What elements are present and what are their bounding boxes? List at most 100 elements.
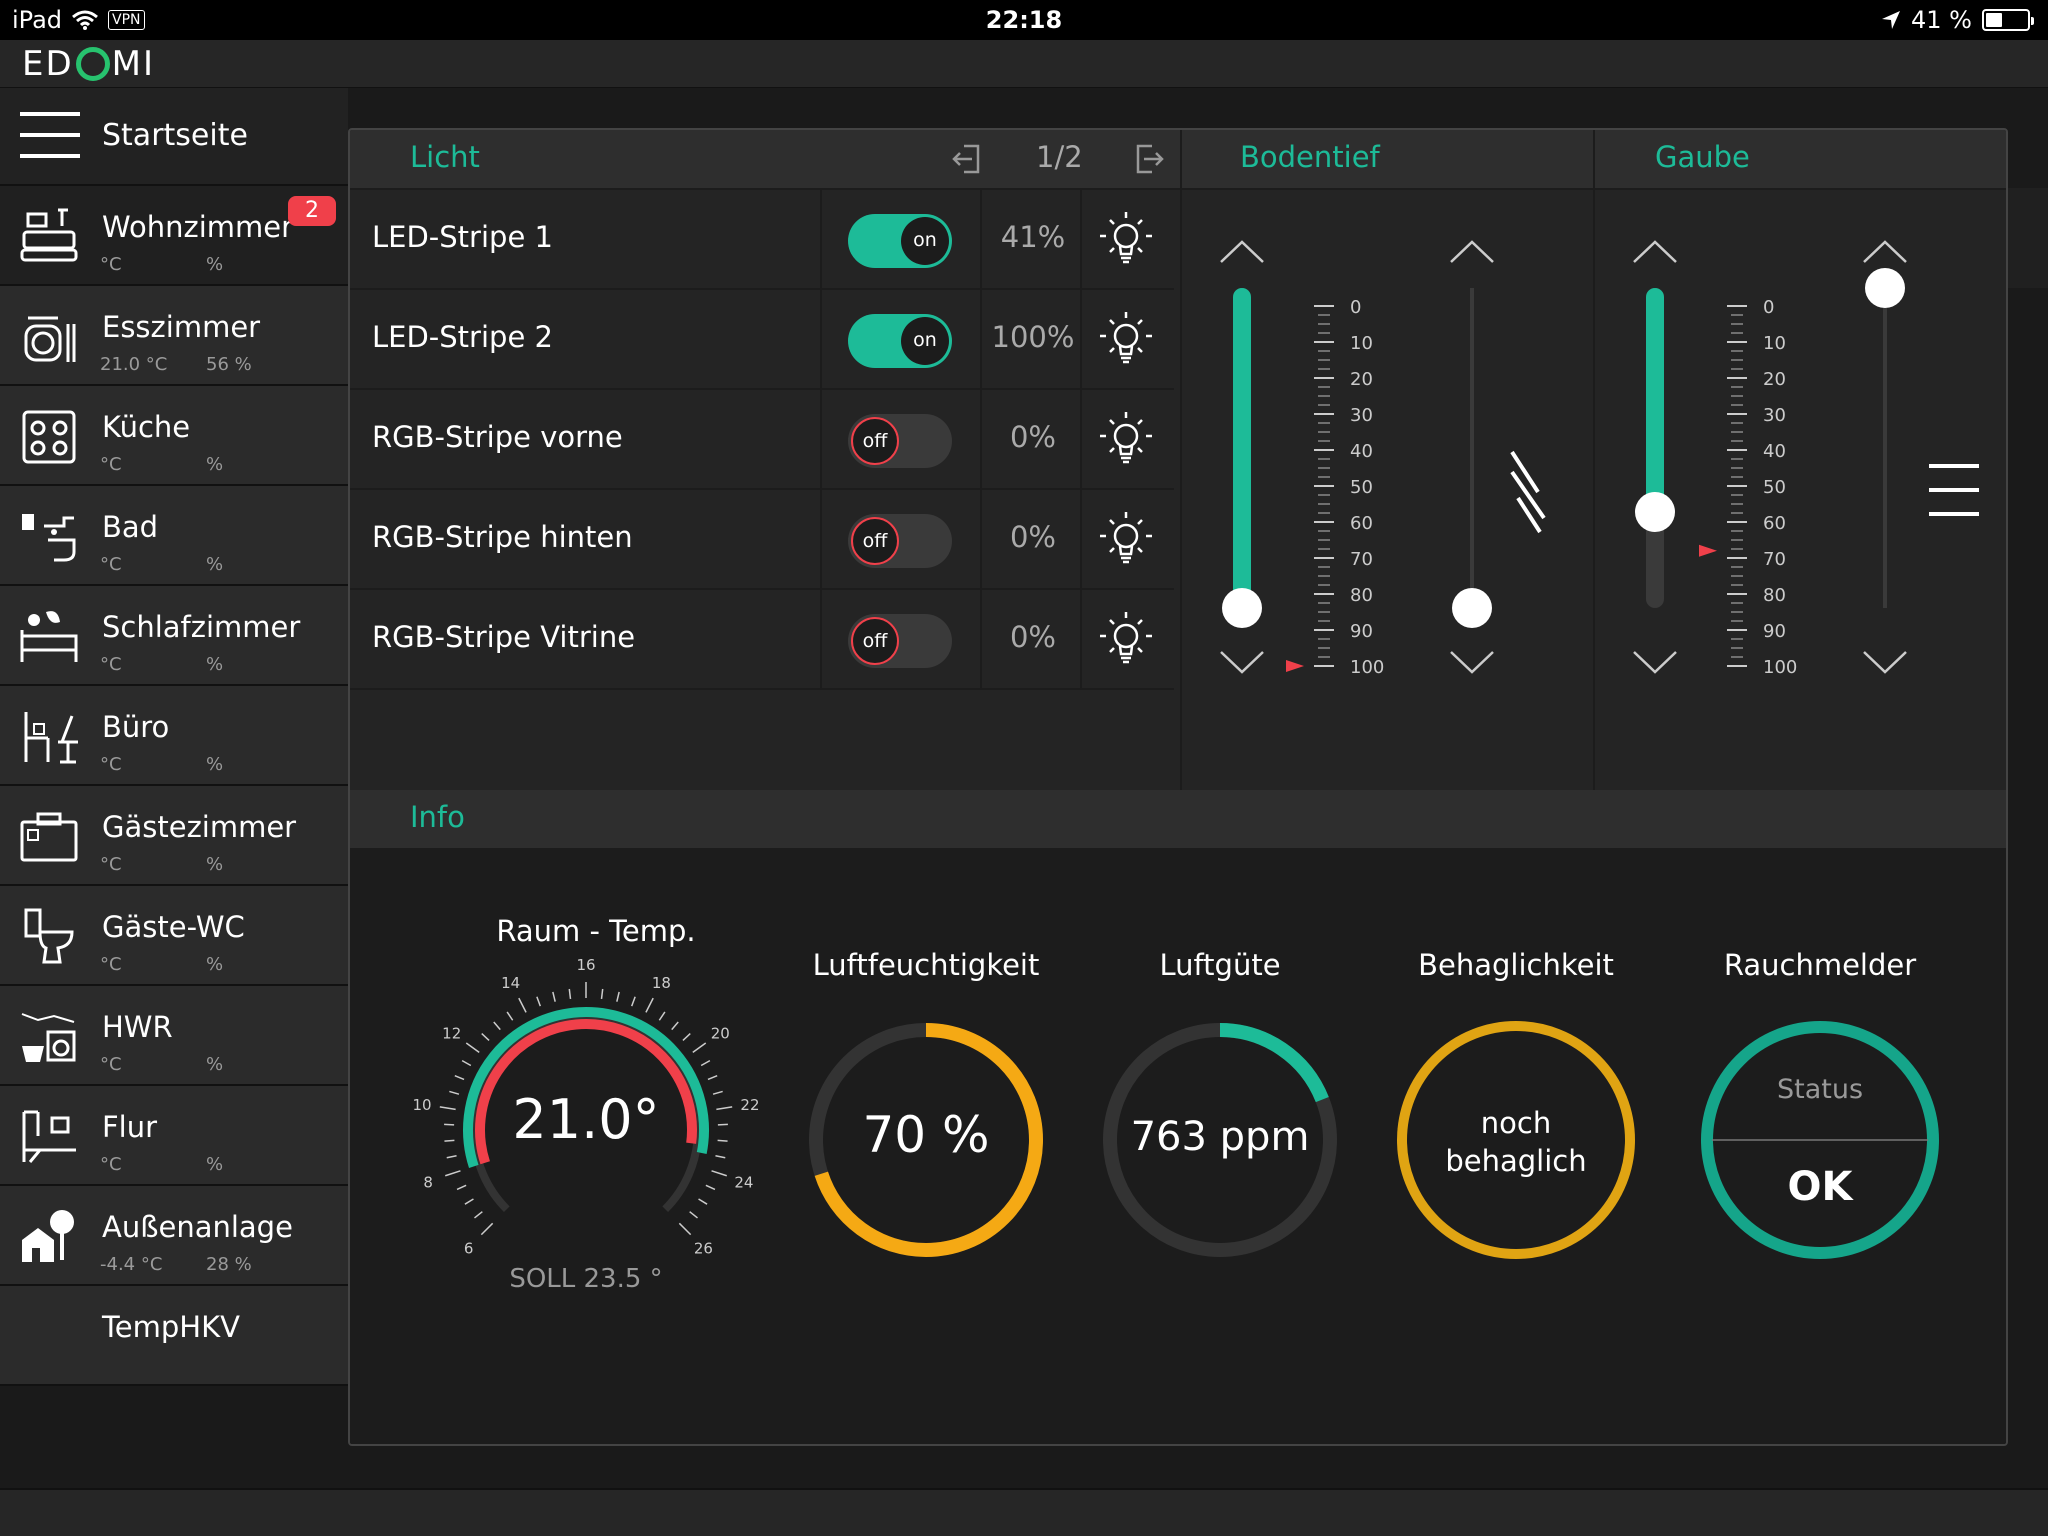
sidebar-item-label: Küche bbox=[102, 410, 191, 444]
rauchmelder-status-label: Status bbox=[1776, 1074, 1864, 1105]
temperature-gauge: 6 8 10 12 14 16 18 20 22 24 26 bbox=[412, 956, 759, 1257]
chevron-up-icon[interactable] bbox=[1220, 240, 1264, 263]
sidebar-item-label: HWR bbox=[102, 1010, 173, 1044]
slat-handle[interactable] bbox=[1452, 588, 1492, 628]
bed-icon bbox=[20, 611, 78, 662]
sidebar-item-bad[interactable]: Bad °C% bbox=[0, 486, 348, 586]
toggle-state: off bbox=[851, 517, 899, 565]
sidebar-item-büro[interactable]: Büro °C% bbox=[0, 686, 348, 786]
raumtemp-title: Raum - Temp. bbox=[496, 914, 696, 948]
slat-handle[interactable] bbox=[1865, 268, 1905, 308]
sidebar: Startseite Wohnzimmer °C% 2 Esszimmer 21.0 °… bbox=[0, 88, 348, 1488]
position-fill bbox=[1233, 288, 1251, 608]
light-row: RGB-Stripe hinten off 0% bbox=[350, 490, 1174, 590]
room-temperature: °C bbox=[100, 654, 122, 675]
sidebar-item-schlafzimmer[interactable]: Schlafzimmer °C% bbox=[0, 586, 348, 686]
light-level: 41% bbox=[1000, 220, 1066, 254]
gauge-tick-label: 16 bbox=[576, 956, 595, 974]
chevron-down-icon[interactable] bbox=[1450, 651, 1494, 674]
sidebar-title: Startseite bbox=[102, 118, 248, 153]
gauge-tick-label: 6 bbox=[464, 1239, 474, 1257]
sidebar-item-gäste-wc[interactable]: Gäste-WC °C% bbox=[0, 886, 348, 986]
sidebar-item-label: Bad bbox=[102, 510, 159, 544]
device-name: iPad bbox=[12, 6, 63, 34]
room-temperature: °C bbox=[100, 554, 122, 575]
soll-arc bbox=[463, 1007, 709, 1169]
light-toggle[interactable]: off bbox=[848, 614, 952, 668]
stove-icon bbox=[22, 410, 76, 464]
gauge-tick-label: 26 bbox=[694, 1239, 713, 1257]
chevron-down-icon[interactable] bbox=[1633, 651, 1677, 674]
lightbulb-icon[interactable] bbox=[1094, 208, 1158, 272]
toggle-state: off bbox=[851, 417, 899, 465]
sidebar-item-hwr[interactable]: HWR °C% bbox=[0, 986, 348, 1086]
sidebar-item-küche[interactable]: Küche °C% bbox=[0, 386, 348, 486]
status-bar: iPad VPN 22:18 41 % bbox=[0, 0, 2048, 40]
scale-label: 30 bbox=[1350, 405, 1373, 426]
light-toggle[interactable]: off bbox=[848, 514, 952, 568]
gauge-tick-label: 14 bbox=[501, 974, 520, 992]
position-handle[interactable] bbox=[1222, 588, 1262, 628]
ist-arc bbox=[475, 1019, 697, 1165]
clock: 22:18 bbox=[985, 6, 1063, 34]
slat-track[interactable] bbox=[1470, 288, 1474, 608]
edomi-logo: ED MI bbox=[22, 44, 156, 84]
light-level: 0% bbox=[1009, 520, 1056, 554]
dining-icon bbox=[24, 316, 76, 362]
page-next-icon[interactable] bbox=[1132, 142, 1166, 176]
hallway-icon bbox=[22, 1110, 76, 1163]
rauchmelder-status-value: OK bbox=[1787, 1164, 1853, 1210]
chevron-up-icon[interactable] bbox=[1633, 240, 1677, 263]
sidebar-item-label: Gäste-WC bbox=[102, 910, 245, 944]
page-prev-icon[interactable] bbox=[950, 142, 984, 176]
sidebar-item-gästezimmer[interactable]: Gästezimmer °C% bbox=[0, 786, 348, 886]
light-toggle[interactable]: on bbox=[848, 314, 952, 368]
room-temperature: °C bbox=[100, 754, 122, 775]
toilet-icon bbox=[24, 908, 74, 964]
sidebar-item-wohnzimmer[interactable]: Wohnzimmer °C% 2 bbox=[0, 186, 348, 286]
lightbulb-icon[interactable] bbox=[1094, 508, 1158, 572]
sidebar-item-temphkv[interactable]: TempHKV bbox=[0, 1286, 348, 1386]
location-arrow-icon bbox=[1882, 11, 1901, 29]
light-toggle[interactable]: off bbox=[848, 414, 952, 468]
licht-title: Licht bbox=[410, 140, 480, 174]
slat-track[interactable] bbox=[1883, 288, 1887, 608]
scale-label: 50 bbox=[1350, 477, 1373, 498]
sidebar-item-label: Außenanlage bbox=[102, 1210, 293, 1244]
chevron-down-icon[interactable] bbox=[1220, 651, 1264, 674]
scale-label: 90 bbox=[1763, 621, 1786, 642]
sidebar-item-außenanlage[interactable]: Außenanlage -4.4 °C 28 % bbox=[0, 1186, 348, 1286]
menu-icon[interactable] bbox=[20, 110, 80, 160]
scale-label: 80 bbox=[1350, 585, 1373, 606]
room-temperature: 21.0 °C bbox=[100, 354, 168, 375]
lightbulb-icon[interactable] bbox=[1094, 408, 1158, 472]
lightbulb-icon[interactable] bbox=[1094, 608, 1158, 672]
scale-label: 100 bbox=[1763, 657, 1797, 678]
slats-angled-icon bbox=[1510, 450, 1546, 534]
scale-label: 70 bbox=[1350, 549, 1373, 570]
sidebar-item-flur[interactable]: Flur °C% bbox=[0, 1086, 348, 1186]
room-panel: Licht 1/2 Bodentief Gaube LED-Stripe 1 o… bbox=[348, 128, 2008, 1446]
room-humidity: % bbox=[206, 1154, 224, 1175]
blind-bodentief: 0 10 20 30 40 50 60 70 80 90 100 bbox=[1182, 192, 1593, 790]
chevron-up-icon[interactable] bbox=[1863, 240, 1907, 263]
light-toggle[interactable]: on bbox=[848, 214, 952, 268]
raumtemp-soll: SOLL 23.5 ° bbox=[509, 1264, 663, 1294]
light-row: LED-Stripe 2 on 100% bbox=[350, 290, 1174, 390]
smoke-detector-ring bbox=[1701, 1021, 1939, 1259]
scale-label: 90 bbox=[1350, 621, 1373, 642]
chevron-up-icon[interactable] bbox=[1450, 240, 1494, 263]
battery-icon bbox=[1982, 9, 2034, 31]
air-quality-ring bbox=[1103, 1023, 1337, 1257]
active-row-extension bbox=[2000, 188, 2048, 288]
info-body: Raum - Temp. 6 8 10 12 14 16 18 20 22 24 26 21.0° … bbox=[350, 850, 2006, 1444]
sidebar-item-esszimmer[interactable]: Esszimmer 21.0 °C 56 % bbox=[0, 286, 348, 386]
lightbulb-icon[interactable] bbox=[1094, 308, 1158, 372]
position-handle[interactable] bbox=[1635, 492, 1675, 532]
scale-label: 0 bbox=[1350, 297, 1361, 318]
chevron-down-icon[interactable] bbox=[1863, 651, 1907, 674]
room-humidity: 28 % bbox=[206, 1254, 252, 1275]
toggle-state: on bbox=[901, 217, 949, 265]
desk-icon bbox=[24, 712, 78, 764]
sidebar-item-label: Büro bbox=[102, 710, 170, 744]
